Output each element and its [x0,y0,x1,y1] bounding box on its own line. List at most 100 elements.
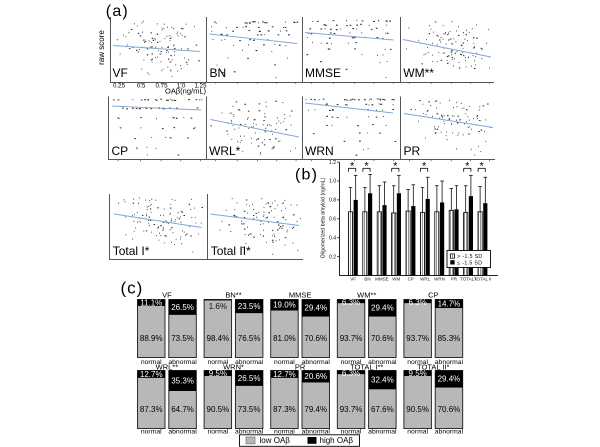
svg-text:98.4%: 98.4% [207,334,230,343]
svg-text:6.3%: 6.3% [342,369,360,378]
svg-text:64.7%: 64.7% [171,405,194,414]
svg-text:WM: WM [392,277,400,282]
svg-text:70.6%: 70.6% [371,334,394,343]
svg-text:0.8: 0.8 [329,198,336,204]
svg-text:abnormal: abnormal [235,359,264,366]
svg-text:0.2: 0.2 [329,254,336,260]
svg-text:6.3%: 6.3% [342,298,360,307]
svg-text:CP: CP [408,277,414,282]
svg-text:12.7%: 12.7% [140,370,163,379]
svg-text:WRL*: WRL* [209,144,241,158]
svg-text:29.4%: 29.4% [371,304,394,313]
svg-text:*: * [364,161,369,173]
svg-text:26.5%: 26.5% [171,303,194,312]
svg-text:70.6%: 70.6% [438,405,461,414]
svg-text:1.0: 1.0 [329,179,336,185]
svg-text:MMSE: MMSE [305,66,341,80]
svg-text:abnormal: abnormal [235,428,264,435]
svg-text:≤ -1.5 SD: ≤ -1.5 SD [457,260,482,266]
svg-text:abnormal: abnormal [302,359,331,366]
svg-text:*: * [465,161,470,173]
svg-text:normal: normal [141,428,162,435]
svg-text:19.0%: 19.0% [273,301,296,310]
svg-text:9.5%: 9.5% [409,369,427,378]
svg-text:WRN: WRN [434,277,445,282]
svg-text:BN: BN [364,277,370,282]
svg-text:normal: normal [341,428,362,435]
svg-text:23.5%: 23.5% [238,302,261,311]
svg-text:87.3%: 87.3% [273,405,296,414]
svg-text:TOTAL I**: TOTAL I** [350,363,383,372]
svg-text:abnormal: abnormal [435,428,464,435]
svg-text:abnormal: abnormal [302,428,331,435]
svg-text:TOTAL II: TOTAL II [474,277,492,282]
svg-text:WRN*: WRN* [223,363,244,372]
svg-text:abnormal: abnormal [168,428,197,435]
svg-text:abnormal: abnormal [435,359,464,366]
svg-text:29.4%: 29.4% [304,304,327,313]
svg-text:abnormal: abnormal [168,359,197,366]
svg-text:raw score: raw score [97,30,106,65]
svg-text:12.7%: 12.7% [273,370,296,379]
svg-text:32.4%: 32.4% [371,375,394,384]
svg-text:PR: PR [404,144,421,158]
svg-text:14.7%: 14.7% [438,299,461,308]
svg-text:WRL: WRL [420,277,430,282]
svg-text:WRN: WRN [305,144,334,158]
svg-text:normal: normal [407,359,428,366]
svg-text:OAβ(ng/mL): OAβ(ng/mL) [165,86,206,95]
svg-text:Total II*: Total II* [211,244,251,258]
svg-text:PR: PR [451,277,458,282]
svg-text:WM**: WM** [403,66,434,80]
svg-text:87.3%: 87.3% [140,405,163,414]
svg-text:Oligomerized beta amyloid (ng/: Oligomerized beta amyloid (ng/mL) [321,177,327,258]
svg-text:TOTAL II*: TOTAL II* [417,363,449,372]
svg-text:VF: VF [350,277,356,282]
svg-text:(b): (b) [295,167,318,184]
svg-text:0.25: 0.25 [113,83,126,90]
svg-text:1.2: 1.2 [329,160,336,166]
svg-text:81.0%: 81.0% [273,334,296,343]
svg-text:88.9%: 88.9% [140,334,163,343]
svg-text:73.5%: 73.5% [171,334,194,343]
svg-text:normal: normal [341,359,362,366]
svg-text:93.7%: 93.7% [406,334,429,343]
svg-text:MMSE: MMSE [375,277,389,282]
svg-text:26.5%: 26.5% [238,374,261,383]
svg-text:(c): (c) [121,279,144,298]
svg-text:90.5%: 90.5% [207,405,230,414]
svg-text:high OAβ: high OAβ [320,436,354,445]
svg-text:93.7%: 93.7% [340,405,363,414]
svg-text:normal: normal [274,359,295,366]
svg-text:normal: normal [207,359,228,366]
svg-text:TOTAL I: TOTAL I [460,277,476,282]
svg-text:normal: normal [141,359,162,366]
svg-text:MMSE: MMSE [289,291,312,300]
svg-text:(a): (a) [106,3,129,20]
svg-text:1.25: 1.25 [194,83,207,90]
svg-text:abnormal: abnormal [368,359,397,366]
svg-text:VF: VF [113,66,128,80]
svg-text:> -1.5 SD: > -1.5 SD [457,254,482,260]
svg-text:WM**: WM** [357,291,376,300]
svg-text:abnormal: abnormal [368,428,397,435]
svg-text:9.5%: 9.5% [209,369,227,378]
svg-text:20.6%: 20.6% [304,372,327,381]
svg-text:VF: VF [162,291,172,300]
svg-text:*: * [480,161,485,173]
svg-text:0.4: 0.4 [329,235,336,241]
svg-text:WRL**: WRL** [156,363,179,372]
svg-text:0.6: 0.6 [329,217,336,223]
svg-text:PR: PR [295,363,306,372]
svg-text:73.5%: 73.5% [238,405,261,414]
svg-text:*: * [350,161,355,173]
svg-text:79.4%: 79.4% [304,405,327,414]
svg-text:normal: normal [407,428,428,435]
svg-text:BN**: BN** [225,291,241,300]
svg-text:35.3%: 35.3% [171,376,194,385]
svg-text:0.5: 0.5 [137,83,146,90]
svg-text:CP: CP [112,144,129,158]
svg-text:normal: normal [274,428,295,435]
svg-text:*: * [422,161,427,173]
svg-text:1.6%: 1.6% [209,302,227,311]
